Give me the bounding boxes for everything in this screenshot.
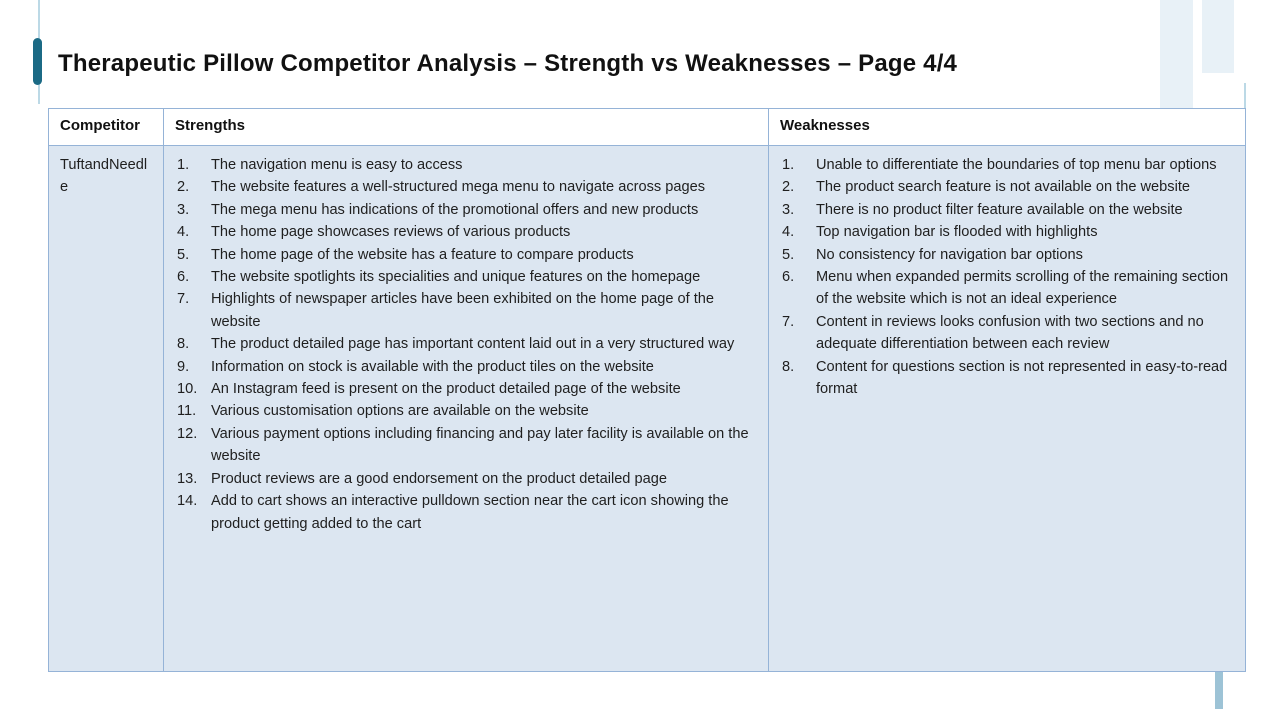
list-item: An Instagram feed is present on the prod… <box>177 378 681 401</box>
column-header-competitor: Competitor <box>48 108 164 146</box>
table-header-row: Competitor Strengths Weaknesses <box>48 108 1246 146</box>
list-item: Product reviews are a good endorsement o… <box>177 468 667 491</box>
table-corner-decoration-line <box>1244 83 1246 108</box>
table-row: TuftandNeedle The navigation menu is eas… <box>48 145 1246 672</box>
list-item: The navigation menu is easy to access <box>177 154 463 177</box>
page-title: Therapeutic Pillow Competitor Analysis –… <box>58 50 958 77</box>
list-item: There is no product filter feature avail… <box>782 199 1183 222</box>
list-item: Content for questions section is not rep… <box>782 356 1228 398</box>
list-item: The product search feature is not availa… <box>782 176 1190 199</box>
competitor-analysis-table: Competitor Strengths Weaknesses TuftandN… <box>48 108 1246 672</box>
column-header-strengths: Strengths <box>163 108 769 146</box>
strengths-list: The navigation menu is easy to access The… <box>175 154 758 535</box>
bottom-right-decoration-bar <box>1215 671 1223 709</box>
list-item: Menu when expanded permits scrolling of … <box>782 266 1229 308</box>
column-header-weaknesses: Weaknesses <box>768 108 1246 146</box>
list-item: Various customisation options are availa… <box>177 400 589 423</box>
weaknesses-cell: Unable to differentiate the boundaries o… <box>768 145 1246 672</box>
list-item: The website spotlights its specialities … <box>177 266 701 289</box>
list-item: Add to cart shows an interactive pulldow… <box>177 490 729 532</box>
weaknesses-list: Unable to differentiate the boundaries o… <box>780 154 1235 400</box>
list-item: Unable to differentiate the boundaries o… <box>782 154 1217 177</box>
list-item: No consistency for navigation bar option… <box>782 244 1083 267</box>
list-item: The home page of the website has a featu… <box>177 244 634 267</box>
strengths-cell: The navigation menu is easy to access The… <box>163 145 769 672</box>
list-item: The home page showcases reviews of vario… <box>177 221 571 244</box>
list-item: Highlights of newspaper articles have be… <box>177 288 715 330</box>
list-item: Various payment options including financ… <box>177 423 749 465</box>
title-accent-bar <box>33 38 42 85</box>
list-item: The website features a well-structured m… <box>177 176 706 199</box>
list-item: Top navigation bar is flooded with highl… <box>782 221 1098 244</box>
top-right-decoration-rect-short <box>1202 0 1234 73</box>
list-item: The product detailed page has important … <box>177 333 735 356</box>
competitor-name-cell: TuftandNeedle <box>48 145 164 672</box>
list-item: Information on stock is available with t… <box>177 356 654 379</box>
list-item: Content in reviews looks confusion with … <box>782 311 1204 353</box>
list-item: The mega menu has indications of the pro… <box>177 199 699 222</box>
top-right-decoration-rect-tall <box>1160 0 1193 110</box>
